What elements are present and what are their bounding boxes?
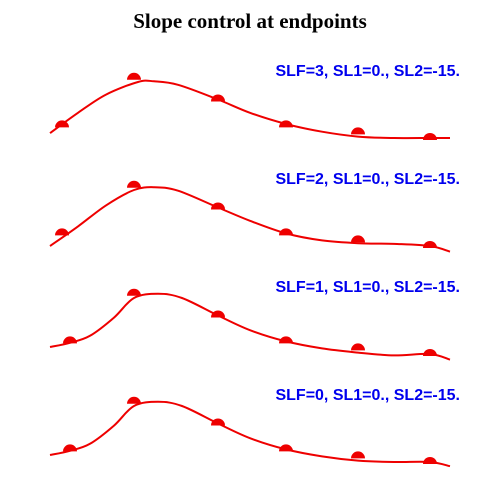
data-point bbox=[211, 310, 225, 318]
data-point bbox=[63, 336, 77, 344]
panel-3: SLF=1, SL1=0., SL2=-15. bbox=[49, 279, 460, 361]
data-point bbox=[423, 241, 437, 248]
data-point bbox=[423, 349, 437, 356]
data-point bbox=[279, 228, 293, 236]
panels: SLF=3, SL1=0., SL2=-15. SLF=2, SL1=0., SL… bbox=[49, 63, 460, 468]
panel-label: SLF=3, SL1=0., SL2=-15. bbox=[275, 63, 460, 80]
data-point bbox=[351, 235, 365, 243]
panel-label: SLF=2, SL1=0., SL2=-15. bbox=[275, 171, 460, 188]
data-point bbox=[351, 451, 365, 459]
data-point bbox=[423, 457, 437, 464]
data-point bbox=[63, 444, 77, 452]
data-point bbox=[279, 336, 293, 344]
data-point bbox=[211, 418, 225, 426]
data-point bbox=[351, 343, 365, 351]
data-point bbox=[127, 396, 141, 404]
panel-label: SLF=1, SL1=0., SL2=-15. bbox=[275, 279, 460, 296]
series-curve bbox=[49, 400, 451, 468]
data-point bbox=[127, 288, 141, 296]
data-point bbox=[211, 202, 225, 210]
series-curve bbox=[49, 292, 451, 361]
chart-title: Slope control at endpoints bbox=[133, 9, 367, 33]
series-curve bbox=[49, 79, 450, 140]
data-point bbox=[55, 120, 69, 128]
series-curve bbox=[49, 186, 451, 253]
data-point bbox=[351, 127, 365, 135]
data-point bbox=[55, 228, 69, 236]
data-point bbox=[279, 120, 293, 128]
data-point bbox=[127, 72, 141, 80]
data-point bbox=[127, 180, 141, 188]
panel-1: SLF=3, SL1=0., SL2=-15. bbox=[49, 63, 460, 140]
panel-2: SLF=2, SL1=0., SL2=-15. bbox=[49, 171, 460, 253]
panel-4: SLF=0, SL1=0., SL2=-15. bbox=[49, 387, 460, 468]
data-point bbox=[279, 444, 293, 452]
data-point bbox=[211, 94, 225, 102]
panel-label: SLF=0, SL1=0., SL2=-15. bbox=[275, 387, 460, 404]
data-point bbox=[423, 133, 437, 140]
